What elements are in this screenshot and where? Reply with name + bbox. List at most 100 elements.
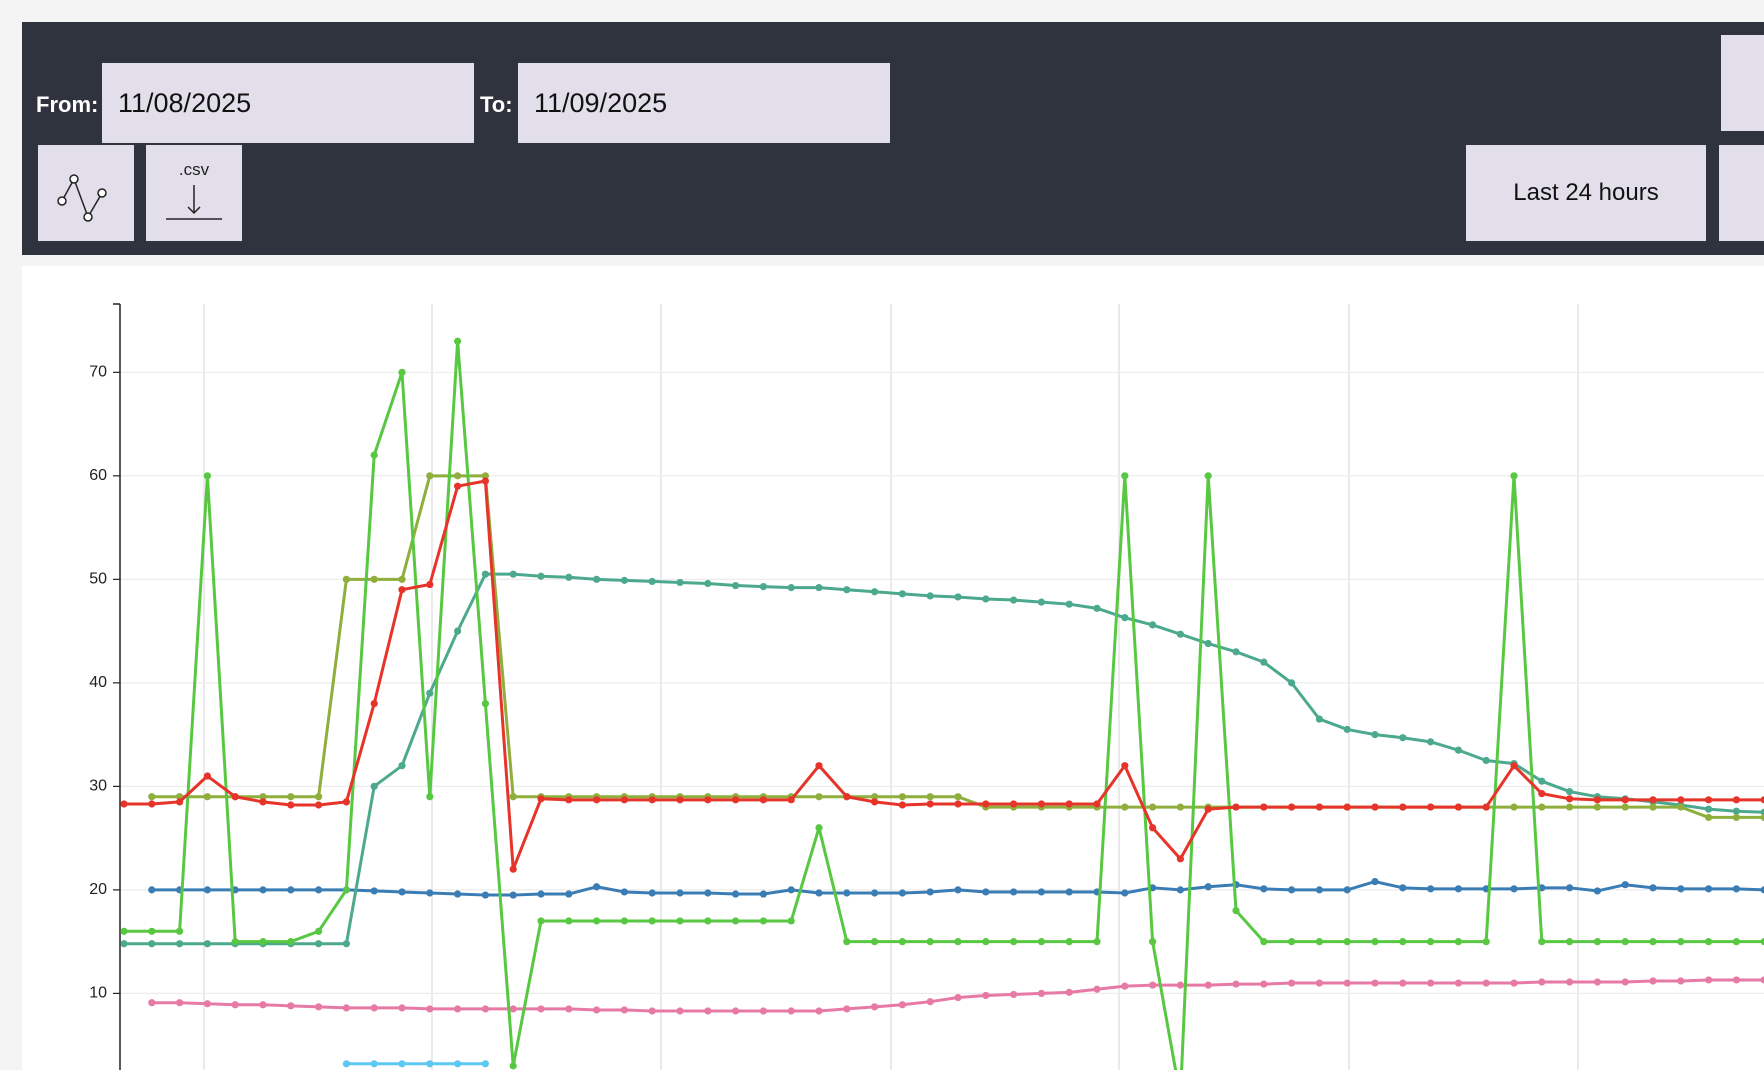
- csv-label: .csv: [178, 160, 210, 179]
- data-point: [898, 793, 907, 801]
- data-point: [426, 689, 434, 697]
- data-point: [1649, 884, 1657, 892]
- data-point: [148, 800, 156, 808]
- data-point: [176, 927, 184, 935]
- data-point: [1204, 805, 1212, 813]
- data-point: [315, 927, 323, 935]
- data-point: [1705, 813, 1713, 822]
- data-point: [259, 886, 267, 894]
- data-point: [509, 1062, 517, 1070]
- data-point: [203, 1000, 211, 1008]
- data-point: [593, 883, 601, 891]
- data-point: [1454, 803, 1462, 811]
- data-point: [481, 891, 489, 899]
- data-point: [704, 889, 712, 897]
- data-point: [1093, 938, 1101, 946]
- to-input[interactable]: 11/09/2025: [518, 63, 890, 143]
- data-point: [1427, 938, 1435, 946]
- chart-button[interactable]: [38, 145, 134, 241]
- data-point: [287, 886, 295, 894]
- data-point: [1093, 604, 1101, 612]
- data-point: [509, 793, 517, 801]
- to-label: To:: [480, 92, 513, 117]
- data-point: [1149, 981, 1157, 989]
- data-point: [1760, 938, 1764, 946]
- data-point: [1732, 813, 1740, 822]
- data-point: [1705, 976, 1713, 984]
- data-point: [1621, 796, 1629, 804]
- data-point: [926, 793, 934, 801]
- data-point: [982, 800, 990, 808]
- data-point: [759, 917, 768, 925]
- data-point: [1315, 715, 1323, 723]
- data-point: [370, 887, 378, 895]
- data-point: [1705, 938, 1713, 946]
- data-point: [1093, 800, 1101, 808]
- data-point: [1454, 746, 1462, 754]
- range-button[interactable]: Last 24 hours: [1466, 145, 1706, 241]
- data-point: [481, 699, 489, 708]
- data-point: [342, 1060, 350, 1068]
- data-point: [732, 581, 740, 590]
- data-point: [732, 890, 740, 898]
- data-point: [1482, 938, 1490, 946]
- data-point: [1677, 938, 1685, 946]
- data-point: [593, 917, 601, 925]
- data-point: [481, 570, 489, 578]
- data-point: [1010, 938, 1018, 946]
- data-point: [398, 1004, 406, 1012]
- data-point: [454, 337, 462, 345]
- data-point: [1649, 796, 1657, 804]
- data-point: [732, 1007, 740, 1015]
- data-point: [454, 890, 462, 898]
- data-point: [1566, 803, 1574, 811]
- data-point: [231, 1001, 239, 1009]
- data-point: [1538, 803, 1546, 811]
- data-point: [426, 793, 434, 801]
- data-point: [259, 1001, 267, 1009]
- data-point: [1121, 803, 1129, 811]
- data-point: [176, 940, 184, 948]
- from-input[interactable]: 11/08/2025: [102, 63, 474, 143]
- series-line: [124, 479, 1764, 871]
- data-point: [1538, 790, 1546, 798]
- apply-button[interactable]: [1721, 35, 1764, 131]
- data-point: [287, 938, 295, 946]
- data-point: [1260, 938, 1268, 946]
- data-point: [1566, 978, 1574, 986]
- data-point: [982, 595, 990, 603]
- csv-button[interactable]: .csv: [146, 145, 242, 241]
- data-point: [565, 796, 573, 804]
- data-point: [148, 940, 156, 948]
- data-point: [1510, 979, 1518, 987]
- data-point: [954, 993, 962, 1002]
- data-point: [1732, 976, 1740, 984]
- data-point: [120, 940, 128, 948]
- data-point: [537, 1005, 545, 1013]
- data-point: [676, 1007, 684, 1015]
- data-point: [203, 940, 211, 948]
- toolbar: From: 11/08/2025 To: 11/09/2025 .csv Las…: [22, 22, 1764, 255]
- data-point: [648, 917, 656, 925]
- data-point: [370, 1060, 378, 1068]
- data-point: [1732, 807, 1740, 815]
- data-point: [593, 1006, 601, 1014]
- series-line: [151, 474, 1764, 819]
- data-point: [815, 762, 823, 770]
- data-point: [1176, 855, 1184, 863]
- data-point: [898, 889, 907, 897]
- data-point: [871, 588, 879, 596]
- data-point: [843, 586, 851, 594]
- data-point: [1176, 803, 1184, 811]
- data-point: [954, 800, 962, 808]
- data-point: [1732, 938, 1740, 946]
- data-point: [1538, 938, 1546, 946]
- data-point: [1204, 883, 1212, 891]
- data-point: [759, 1007, 768, 1015]
- y-tick-label: 40: [89, 674, 107, 691]
- more-button[interactable]: [1719, 145, 1764, 241]
- data-point: [1065, 938, 1073, 946]
- data-point: [426, 472, 434, 480]
- data-point: [509, 570, 517, 578]
- data-point: [398, 762, 406, 770]
